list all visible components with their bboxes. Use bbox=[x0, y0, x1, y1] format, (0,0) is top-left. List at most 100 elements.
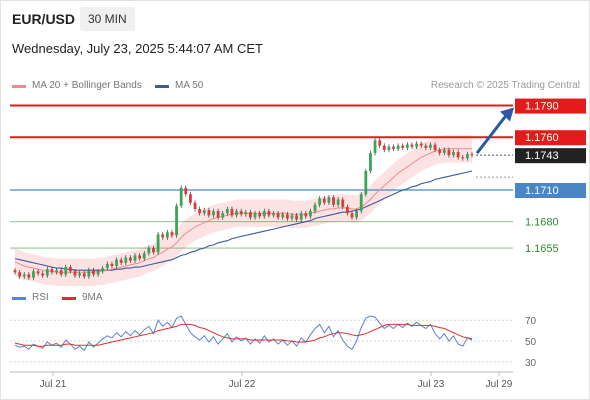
candle bbox=[322, 198, 326, 203]
candle bbox=[309, 211, 312, 217]
candle bbox=[461, 157, 465, 159]
ma9-legend: 9MA bbox=[82, 292, 103, 303]
candle bbox=[452, 152, 455, 156]
candle bbox=[290, 215, 294, 219]
ma50-line bbox=[14, 170, 473, 271]
candle bbox=[64, 267, 68, 275]
credit-text: Research © 2025 Trading Central bbox=[430, 80, 580, 91]
candle bbox=[101, 268, 105, 272]
candle bbox=[424, 145, 428, 148]
candle bbox=[105, 263, 109, 269]
candle bbox=[73, 271, 77, 276]
candle bbox=[447, 149, 451, 156]
candle bbox=[359, 194, 363, 212]
candle bbox=[68, 267, 72, 272]
x-tick-Jul-29: Jul 29 bbox=[486, 379, 513, 390]
candle bbox=[147, 248, 151, 254]
level-badge-1.1760 bbox=[515, 130, 586, 146]
candle bbox=[304, 213, 308, 217]
level-badge-1.1743 bbox=[515, 148, 586, 164]
candle bbox=[382, 145, 386, 150]
candle bbox=[41, 273, 45, 276]
ma50-legend: MA 50 bbox=[175, 80, 204, 91]
candle bbox=[184, 187, 188, 195]
candle bbox=[165, 232, 169, 238]
rsi-legend: RSI bbox=[32, 292, 49, 303]
candle bbox=[115, 259, 118, 266]
candle bbox=[364, 171, 368, 195]
ma9-swatch bbox=[62, 297, 76, 300]
candle bbox=[262, 211, 266, 217]
candle bbox=[429, 144, 432, 148]
candle bbox=[78, 273, 82, 276]
candle bbox=[239, 211, 243, 215]
candle bbox=[82, 273, 86, 277]
candle bbox=[110, 263, 114, 266]
candle bbox=[36, 271, 40, 274]
candle bbox=[55, 270, 58, 273]
candle bbox=[295, 215, 298, 220]
candle bbox=[202, 210, 206, 214]
candle bbox=[442, 149, 446, 154]
candle bbox=[50, 269, 54, 273]
ma50-swatch bbox=[155, 85, 169, 88]
candle bbox=[198, 209, 202, 214]
rsi-swatch bbox=[12, 297, 26, 300]
candle bbox=[341, 199, 345, 207]
rsi-tick-50: 50 bbox=[525, 337, 537, 348]
rsi-tick-30: 30 bbox=[525, 358, 537, 369]
ma20-line bbox=[14, 148, 472, 273]
candle bbox=[369, 153, 372, 171]
candle bbox=[119, 259, 123, 263]
rsi-line bbox=[14, 315, 473, 352]
candle bbox=[456, 152, 460, 158]
candle bbox=[373, 140, 377, 154]
candle bbox=[401, 145, 405, 148]
candle bbox=[193, 202, 197, 209]
candle bbox=[419, 143, 423, 146]
candle bbox=[59, 270, 63, 275]
level-badge-1.1710 bbox=[515, 183, 586, 198]
candle bbox=[13, 270, 17, 273]
candle bbox=[438, 149, 442, 154]
candle bbox=[318, 198, 322, 205]
ma20-legend: MA 20 + Bollinger Bands bbox=[32, 80, 142, 91]
candle bbox=[133, 255, 137, 261]
candle bbox=[433, 144, 437, 150]
x-tick-Jul-21: Jul 21 bbox=[40, 379, 67, 390]
candle bbox=[415, 143, 419, 147]
level-label-1.1743: 1.1743 bbox=[525, 150, 559, 162]
timeframe-button[interactable]: 30 MIN bbox=[80, 7, 135, 31]
candle bbox=[313, 204, 317, 212]
candle bbox=[235, 211, 238, 216]
rsi-ma-line bbox=[14, 323, 473, 347]
candle bbox=[87, 270, 91, 277]
candle bbox=[355, 211, 358, 218]
candle bbox=[336, 199, 340, 205]
level-label-1.1680: 1.1680 bbox=[525, 217, 559, 229]
candle bbox=[175, 205, 178, 236]
candle bbox=[249, 212, 252, 218]
level-badge-1.1790 bbox=[515, 98, 586, 114]
candle bbox=[129, 257, 132, 261]
candle bbox=[332, 197, 335, 205]
candle bbox=[207, 210, 211, 216]
candle bbox=[92, 270, 95, 275]
projection-arrowhead bbox=[500, 107, 514, 122]
candle bbox=[410, 144, 414, 147]
candle bbox=[285, 214, 289, 219]
candle bbox=[281, 214, 285, 218]
candle bbox=[18, 272, 22, 277]
candle bbox=[230, 209, 234, 216]
symbol-label[interactable]: EUR/USD bbox=[12, 11, 76, 27]
candle bbox=[96, 271, 100, 275]
x-tick-Jul-22: Jul 22 bbox=[229, 379, 256, 390]
candle bbox=[138, 255, 142, 259]
candle bbox=[27, 274, 31, 278]
candle bbox=[405, 144, 409, 148]
candle bbox=[221, 213, 225, 218]
rsi-tick-70: 70 bbox=[525, 316, 537, 327]
level-label-1.1710: 1.1710 bbox=[525, 185, 559, 197]
candle bbox=[212, 211, 215, 216]
